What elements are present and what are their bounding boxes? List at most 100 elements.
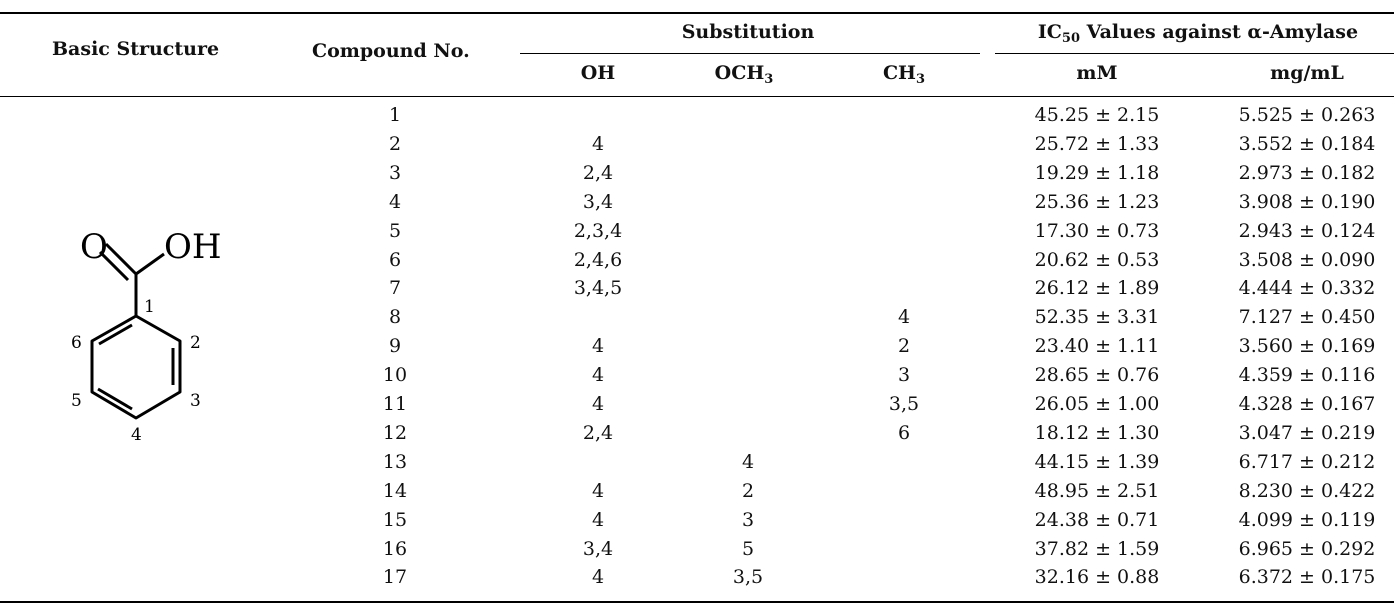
mm-cell: 20.62 ± 0.53	[1034, 248, 1160, 271]
mm-cell: 28.65 ± 0.76	[1034, 364, 1160, 387]
mm-cell: 25.36 ± 1.23	[1034, 190, 1160, 213]
position-1-label: 1	[144, 297, 155, 317]
oh-cell: 3,4	[582, 537, 614, 560]
ch3-subscript: 3	[916, 72, 926, 87]
mgml-cell: 3.560 ± 0.169	[1238, 335, 1376, 358]
position-4-label: 4	[131, 425, 142, 445]
carbonyl-bond	[104, 242, 138, 276]
header-compound-no: Compound No.	[312, 40, 470, 62]
substitution-rule	[520, 53, 980, 54]
mgml-cell: 5.525 ± 0.263	[1238, 104, 1376, 126]
hydroxyl-bond	[135, 252, 165, 276]
compound-no-cell: 5	[388, 219, 402, 242]
mgml-cell: 3.047 ± 0.219	[1238, 421, 1376, 444]
position-2-label: 2	[190, 333, 201, 353]
mgml-cell: 3.908 ± 0.190	[1238, 190, 1376, 213]
mm-cell: 45.25 ± 2.15	[1034, 104, 1160, 126]
compound-no-cell: 9	[388, 335, 402, 358]
benzoic-acid-structure-diagram: O OH 1 2 3 4 5 6	[71, 227, 222, 445]
oh-cell: 2,4	[582, 161, 614, 184]
oh-cell: 2,4	[582, 421, 614, 444]
header-bottom-rule	[0, 96, 1394, 97]
compound-no-cell: 14	[382, 479, 408, 502]
ch3-cell: 3,5	[888, 393, 920, 415]
mgml-cell: 4.099 ± 0.119	[1238, 508, 1376, 531]
header-ch3: CH3	[882, 62, 926, 87]
oh-cell: 2,4,6	[573, 248, 623, 271]
mgml-cell: 4.444 ± 0.332	[1238, 277, 1376, 300]
header-ic50: IC50 Values against α-Amylase	[1037, 21, 1359, 46]
mgml-cell: 2.973 ± 0.182	[1238, 161, 1376, 184]
mm-cell: 48.95 ± 2.51	[1034, 479, 1160, 502]
mm-cell: 17.30 ± 0.73	[1034, 219, 1160, 242]
oh-cell: 4	[591, 393, 605, 415]
oh-cell: 4	[591, 508, 605, 531]
och3-cell: 4	[741, 450, 755, 473]
oh-cell: 4	[591, 335, 605, 358]
bottom-rule	[0, 601, 1394, 603]
mgml-cell: 3.552 ± 0.184	[1238, 132, 1376, 155]
mgml-cell: 6.965 ± 0.292	[1238, 537, 1376, 560]
ic50-rule	[995, 53, 1394, 54]
header-oh: OH	[580, 62, 616, 84]
compound-no-cell: 11	[382, 393, 408, 415]
position-5-label: 5	[71, 391, 82, 411]
header-mgml: mg/mL	[1270, 62, 1344, 84]
oh-cell: 3,4	[582, 190, 614, 213]
mm-cell: 19.29 ± 1.18	[1034, 161, 1160, 184]
mm-cell: 18.12 ± 1.30	[1034, 421, 1160, 444]
top-rule	[0, 12, 1394, 14]
mgml-cell: 8.230 ± 0.422	[1238, 479, 1376, 502]
carbonyl-oxygen-label: O	[80, 227, 108, 267]
mm-cell: 37.82 ± 1.59	[1034, 537, 1160, 560]
och3-subscript: 3	[764, 72, 774, 87]
compound-no-cell: 13	[382, 450, 408, 473]
substitution-label: Substitution	[681, 21, 815, 43]
compound-no-cell: 6	[388, 248, 402, 271]
ic50-prefix: IC	[1037, 21, 1062, 43]
mgml-cell: 3.508 ± 0.090	[1238, 248, 1376, 271]
compound-no-cell: 17	[382, 566, 408, 589]
header-mm: mM	[1076, 62, 1118, 84]
ch3-prefix: CH	[882, 62, 917, 84]
ch3-cell: 4	[897, 306, 911, 329]
mgml-cell: 6.372 ± 0.175	[1238, 566, 1376, 589]
mm-cell: 32.16 ± 0.88	[1034, 566, 1160, 589]
ic50-suffix: Values against α-Amylase	[1080, 21, 1359, 43]
mm-cell: 24.38 ± 0.71	[1034, 508, 1160, 531]
oh-cell: 4	[591, 566, 605, 589]
mm-cell: 44.15 ± 1.39	[1034, 450, 1160, 473]
oh-cell: 4	[591, 132, 605, 155]
benzene-ring	[90, 314, 182, 420]
header-och3: OCH3	[714, 62, 774, 87]
mgml-cell: 7.127 ± 0.450	[1238, 306, 1376, 329]
compound-no-cell: 4	[388, 190, 402, 213]
compound-no-cell: 1	[388, 104, 402, 126]
ring-double-bond-c	[98, 323, 133, 346]
hydroxyl-label: OH	[164, 227, 222, 267]
header-substitution: Substitution	[682, 21, 815, 43]
oh-cell: 2,3,4	[573, 219, 623, 242]
ring-double-bond-b	[97, 387, 133, 411]
oh-cell: 4	[591, 364, 605, 387]
och3-cell: 2	[741, 479, 755, 502]
mm-cell: 52.35 ± 3.31	[1034, 306, 1160, 329]
mm-cell: 25.72 ± 1.33	[1034, 132, 1160, 155]
ch3-cell: 3	[897, 364, 911, 387]
mgml-cell: 4.359 ± 0.116	[1238, 364, 1376, 387]
mm-cell: 26.05 ± 1.00	[1034, 393, 1160, 415]
ch3-cell: 2	[897, 335, 911, 358]
ch3-cell: 6	[897, 421, 911, 444]
ic50-subscript: 50	[1061, 31, 1081, 46]
mm-cell: 26.12 ± 1.89	[1034, 277, 1160, 300]
oh-cell: 4	[591, 479, 605, 502]
mm-cell: 23.40 ± 1.11	[1034, 335, 1160, 358]
och3-cell: 3	[741, 508, 755, 531]
compound-no-cell: 8	[388, 306, 402, 329]
compound-no-cell: 15	[382, 508, 408, 531]
position-3-label: 3	[190, 391, 201, 411]
compound-no-cell: 2	[388, 132, 402, 155]
och3-prefix: OCH	[714, 62, 765, 84]
carbonyl-double-bond	[98, 250, 130, 282]
